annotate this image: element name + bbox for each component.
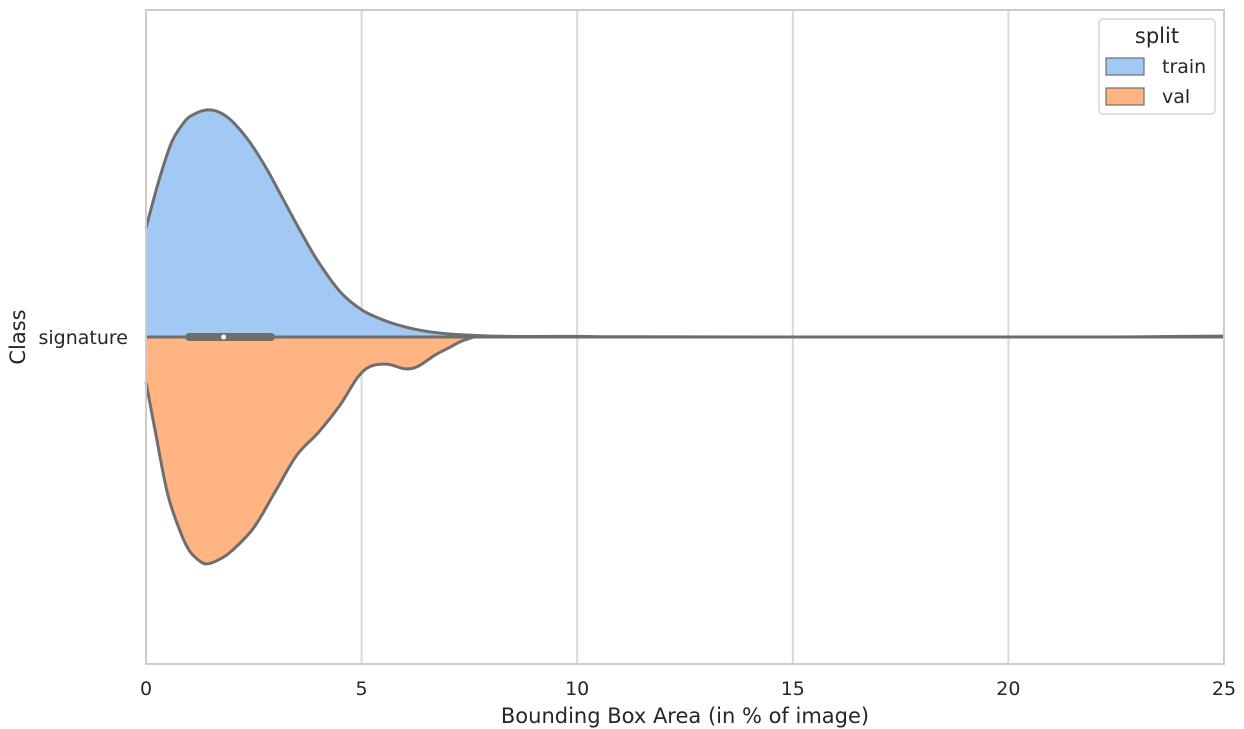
violin-body bbox=[144, 108, 1225, 566]
x-tick-label-0: 0 bbox=[140, 678, 152, 700]
legend-swatch-train bbox=[1105, 57, 1145, 76]
violin-fill-train bbox=[146, 109, 1224, 338]
y-tick-label-signature: signature bbox=[39, 327, 129, 349]
legend-label-val: val bbox=[1162, 86, 1190, 108]
x-tick-label-15: 15 bbox=[781, 678, 805, 700]
plot-frame bbox=[145, 9, 1225, 665]
box-summary bbox=[185, 333, 276, 341]
violin-fill-val bbox=[146, 337, 474, 564]
y-tick-labels: signature bbox=[39, 327, 129, 349]
violin-outline-val bbox=[144, 335, 475, 566]
legend-label-train: train bbox=[1162, 56, 1206, 78]
x-axis-label: Bounding Box Area (in % of image) bbox=[501, 704, 869, 728]
legend-title: split bbox=[1135, 24, 1179, 48]
legend: split train val bbox=[1098, 18, 1216, 115]
legend-swatch-val bbox=[1105, 87, 1145, 106]
x-tick-label-5: 5 bbox=[356, 678, 368, 700]
x-tick-labels: 0 5 10 15 20 25 bbox=[140, 678, 1236, 700]
y-axis-label: Class bbox=[6, 309, 30, 364]
x-tick-label-10: 10 bbox=[565, 678, 589, 700]
x-tick-label-25: 25 bbox=[1212, 678, 1236, 700]
x-tick-label-20: 20 bbox=[996, 678, 1020, 700]
box-median bbox=[221, 334, 227, 340]
